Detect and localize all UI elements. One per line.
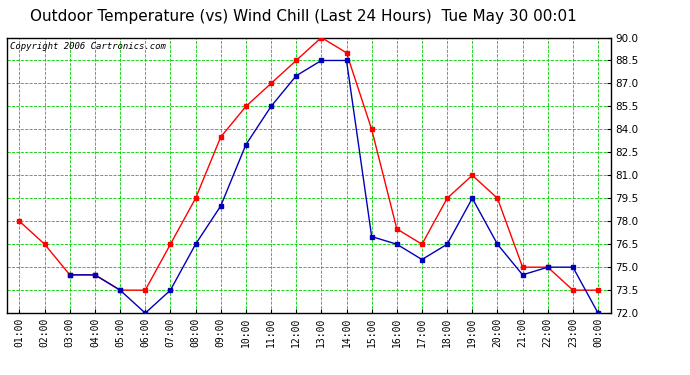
Text: Copyright 2006 Cartronics.com: Copyright 2006 Cartronics.com — [10, 42, 166, 51]
Text: Outdoor Temperature (vs) Wind Chill (Last 24 Hours)  Tue May 30 00:01: Outdoor Temperature (vs) Wind Chill (Las… — [30, 9, 577, 24]
